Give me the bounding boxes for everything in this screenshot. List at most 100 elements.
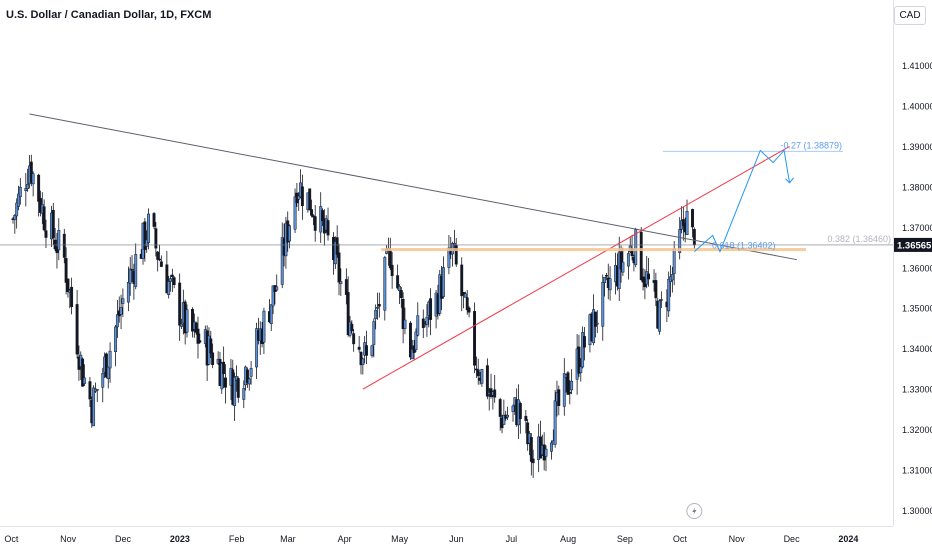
time-tick-label: Dec <box>115 534 132 544</box>
bull-candle <box>95 388 99 391</box>
bull-candle <box>185 309 189 333</box>
chart-area[interactable]: -0.27 (1.38879) 0.382 (1.36460) 0.618 (1.3… <box>0 0 893 526</box>
bull-candle <box>280 237 284 285</box>
bear-candle <box>159 261 163 267</box>
bear-candle <box>198 340 202 343</box>
time-tick-label: Feb <box>229 534 245 544</box>
bull-candle <box>126 282 130 303</box>
bear-candle <box>518 403 522 420</box>
bull-candle <box>147 213 150 243</box>
bull-candle <box>447 247 451 268</box>
bull-candle <box>17 193 20 207</box>
bear-candle <box>321 210 324 221</box>
bull-candle <box>119 307 123 315</box>
bear-candle <box>465 297 469 311</box>
bear-candle <box>460 264 464 297</box>
currency-button[interactable]: CAD <box>894 6 926 25</box>
bear-candle <box>310 209 313 216</box>
fib-label-027: -0.27 (1.38879) <box>780 140 842 150</box>
bear-candle <box>62 233 66 258</box>
bull-candle <box>441 267 445 297</box>
bear-candle <box>692 229 696 246</box>
bear-candle <box>196 328 200 344</box>
bear-candle <box>104 353 108 378</box>
bull-candle <box>452 242 456 245</box>
fib-label-0618: 0.618 (1.36402) <box>712 241 776 251</box>
bear-candle <box>313 216 317 231</box>
bull-candle <box>271 285 275 307</box>
bull-candle <box>410 349 414 360</box>
bull-candle <box>667 279 671 312</box>
bear-candle <box>75 304 79 355</box>
bull-candle <box>101 373 105 388</box>
bull-candle <box>242 388 246 400</box>
event-bolt-icon[interactable] <box>686 503 703 519</box>
bull-candle <box>608 278 612 291</box>
bear-candle <box>81 358 85 387</box>
bear-candle <box>143 221 147 250</box>
bull-candle <box>595 322 599 325</box>
bull-candle <box>617 251 621 289</box>
bear-candle <box>178 282 182 326</box>
bull-candle <box>275 286 279 291</box>
bull-candle <box>169 278 172 282</box>
bull-candle <box>685 210 689 235</box>
time-tick-label: Nov <box>729 534 746 544</box>
bull-candle <box>374 309 378 319</box>
bull-candle <box>18 186 22 197</box>
bull-candle <box>128 268 132 284</box>
bear-candle <box>194 322 198 333</box>
bull-candle <box>579 366 583 373</box>
bear-candle <box>377 304 381 307</box>
bull-candle <box>339 281 343 285</box>
price-tick-label: 1.31000 <box>902 466 932 476</box>
bull-candle <box>114 326 118 353</box>
bear-candle <box>211 352 215 365</box>
bear-candle <box>66 278 70 293</box>
bear-candle <box>493 389 497 398</box>
time-tick-label: 2024 <box>838 534 858 544</box>
bull-candle <box>82 377 86 384</box>
projection-path <box>694 149 791 253</box>
price-tick-label: 1.35000 <box>902 304 932 314</box>
time-scale[interactable]: Oct Nov Dec 2023 Feb Mar Apr May Jun Jul Aug Sep Oct… <box>0 526 893 551</box>
projection-arrowhead <box>785 177 794 184</box>
bull-candle <box>15 202 19 217</box>
price-scale[interactable]: 1.41000 1.40000 1.39000 1.38000 1.37000 1.360… <box>893 0 932 526</box>
bear-candle <box>647 273 651 280</box>
chart-canvas[interactable]: -0.27 (1.38879) 0.382 (1.36460) 0.618 (1.3… <box>0 0 893 526</box>
bull-candle <box>670 274 674 281</box>
bear-candle <box>156 251 160 260</box>
bull-candle <box>255 328 259 368</box>
bull-candle <box>544 448 548 457</box>
price-tick-label: 1.41000 <box>902 61 932 71</box>
bull-candle <box>550 442 553 452</box>
last-price-label: 1.36565 <box>897 240 932 251</box>
symbol-title: U.S. Dollar / Canadian Dollar, 1D, FXCM <box>6 9 212 21</box>
bear-candle <box>365 345 368 356</box>
bull-candle <box>31 173 35 185</box>
bear-candle <box>529 437 533 462</box>
bull-candle <box>601 282 605 327</box>
bull-candle <box>233 377 237 406</box>
bear-candle <box>566 372 570 395</box>
bull-candle <box>376 307 379 309</box>
bull-candle <box>293 196 297 230</box>
bear-candle <box>346 292 350 336</box>
bull-candle <box>511 405 515 412</box>
bear-candle <box>557 389 561 406</box>
time-tick-label: Sep <box>617 534 633 544</box>
bull-candle <box>106 366 110 379</box>
bull-candle <box>425 316 429 325</box>
bear-candle <box>524 415 528 421</box>
bear-candle <box>191 308 194 332</box>
bull-candle <box>480 369 484 384</box>
price-tick-label: 1.39000 <box>902 142 932 152</box>
bull-candle <box>626 253 630 267</box>
bear-candle <box>582 336 586 348</box>
bear-candle <box>473 311 477 366</box>
bull-candle <box>403 319 407 329</box>
time-tick-label: Nov <box>60 534 77 544</box>
bull-candle <box>603 277 607 283</box>
bull-candle <box>383 257 387 311</box>
